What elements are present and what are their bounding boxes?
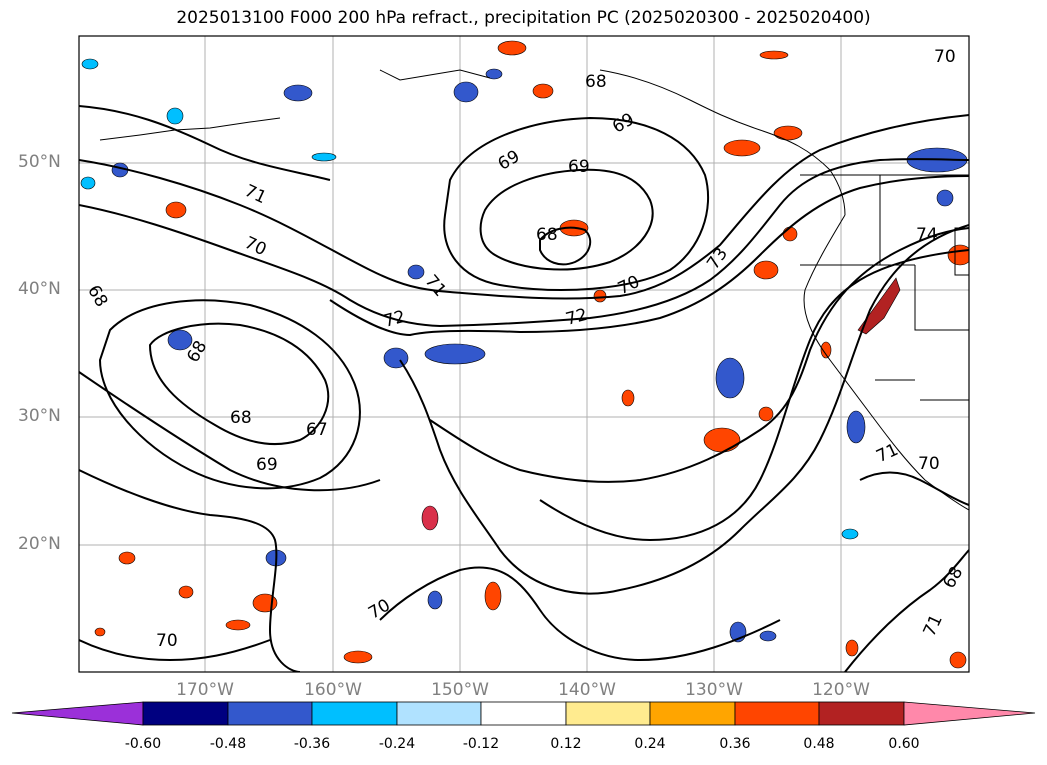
positive-anomaly-fills xyxy=(94,40,969,669)
colorbar-tick-label: 0.12 xyxy=(550,736,582,752)
lon-label: 130°W xyxy=(685,680,743,700)
lat-label: 40°N xyxy=(18,279,61,299)
colorbar-segment xyxy=(142,701,229,726)
contour-label: 68 xyxy=(536,225,558,245)
contour-label: 68 xyxy=(585,72,607,92)
colorbar xyxy=(11,701,1036,726)
colorbar-tick-label: 0.48 xyxy=(803,736,835,752)
contour-label: 68 xyxy=(230,408,252,428)
colorbar-segment xyxy=(649,701,736,726)
colorbar-segment xyxy=(818,701,905,726)
colorbar-segment xyxy=(396,701,482,726)
colorbar-extend-high xyxy=(903,701,1036,726)
lon-label: 160°W xyxy=(304,680,362,700)
colorbar-tick-label: -0.24 xyxy=(378,736,416,752)
map-title: 2025013100 F000 200 hPa refract., precip… xyxy=(176,8,871,28)
lon-label: 150°W xyxy=(431,680,489,700)
colorbar-tick-label: -0.12 xyxy=(462,736,500,752)
colorbar-tick-label: 0.36 xyxy=(719,736,751,752)
colorbar-segment xyxy=(480,701,567,726)
contour-label: 70 xyxy=(934,47,956,67)
colorbar-tick-label: -0.36 xyxy=(293,736,331,752)
coastlines xyxy=(99,69,969,511)
colorbar-tick-label: -0.60 xyxy=(124,736,162,752)
colorbar-segment xyxy=(227,701,313,726)
contour-label: 67 xyxy=(306,420,328,440)
lon-label: 140°W xyxy=(558,680,616,700)
lat-label: 50°N xyxy=(18,152,61,172)
lon-label: 120°W xyxy=(812,680,870,700)
refractivity-contours xyxy=(79,105,969,672)
contour-label: 70 xyxy=(918,454,940,474)
colorbar-segment xyxy=(311,701,398,726)
colorbar-tick-label: 0.60 xyxy=(888,736,920,752)
graticule xyxy=(79,36,969,672)
colorbar-tick-label: 0.24 xyxy=(634,736,666,752)
lon-label: 170°W xyxy=(176,680,234,700)
colorbar-tick-label: -0.48 xyxy=(209,736,247,752)
lat-label: 20°N xyxy=(18,534,61,554)
contour-label: 70 xyxy=(156,631,178,651)
colorbar-segment xyxy=(565,701,651,726)
map-layers xyxy=(79,36,969,672)
colorbar-segment xyxy=(734,701,820,726)
contour-label: 69 xyxy=(568,157,590,177)
contour-label: 69 xyxy=(256,455,278,475)
map-frame xyxy=(79,36,969,672)
contour-label: 74 xyxy=(916,225,938,245)
lat-label: 30°N xyxy=(18,406,61,426)
colorbar-extend-low xyxy=(11,701,144,726)
map-border xyxy=(78,35,970,673)
